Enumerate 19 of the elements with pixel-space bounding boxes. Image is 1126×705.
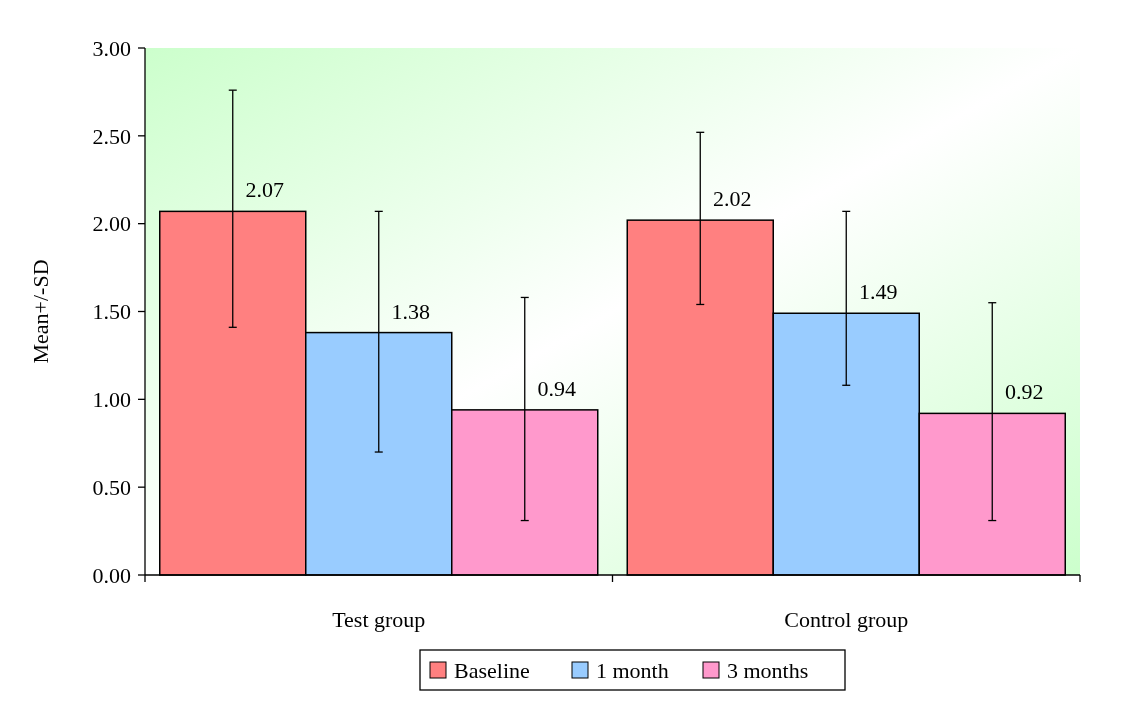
y-tick-label: 2.50 bbox=[92, 123, 131, 149]
x-tick-label: Test group bbox=[332, 607, 426, 632]
data-label: 2.02 bbox=[713, 186, 752, 212]
y-tick-label: 1.50 bbox=[92, 299, 131, 325]
data-label: 0.94 bbox=[537, 375, 576, 401]
y-tick-label: 2.00 bbox=[92, 211, 131, 237]
legend-label: 1 month bbox=[596, 658, 669, 683]
data-label: 1.49 bbox=[859, 279, 898, 305]
data-label: 0.92 bbox=[1005, 379, 1044, 405]
x-tick-label: Control group bbox=[784, 607, 909, 632]
legend-label: 3 months bbox=[727, 658, 809, 683]
y-tick-label: 3.00 bbox=[92, 35, 131, 61]
y-tick-label: 1.00 bbox=[92, 387, 131, 413]
y-tick-label: 0.50 bbox=[92, 474, 131, 500]
y-axis-title: Mean+/-SD bbox=[28, 259, 53, 364]
legend-label: Baseline bbox=[454, 658, 530, 683]
data-label: 2.07 bbox=[245, 177, 284, 203]
y-tick-label: 0.00 bbox=[92, 562, 131, 588]
data-label: 1.38 bbox=[391, 298, 430, 324]
